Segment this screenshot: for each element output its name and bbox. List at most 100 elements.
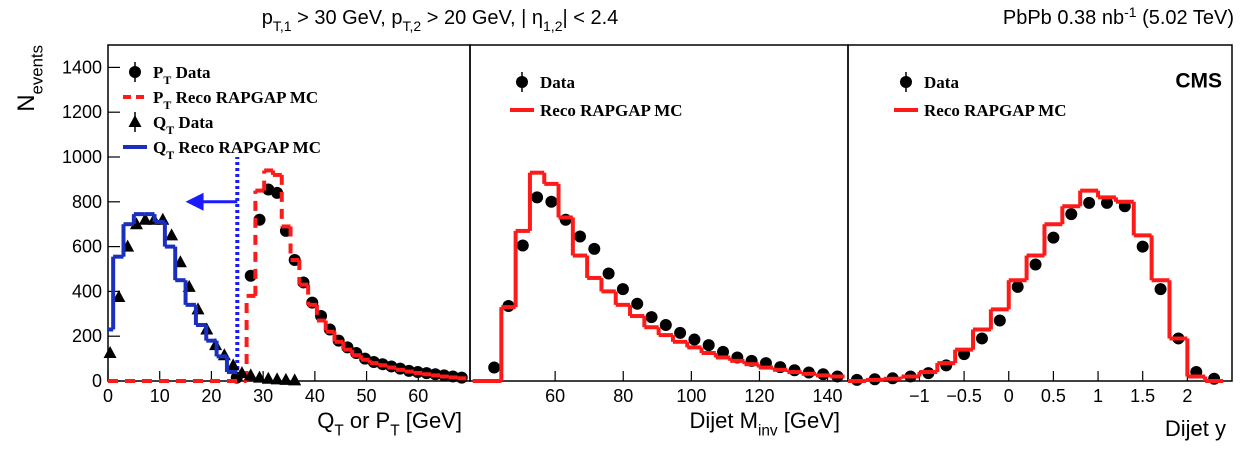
legend-marker: [128, 115, 142, 127]
data-point: [1100, 196, 1113, 209]
legend-label-part: Q: [153, 138, 166, 157]
legend-label: QT Data: [153, 113, 214, 137]
data-point: [1011, 280, 1024, 293]
legend-label-part: Reco RAPGAP MC: [174, 138, 321, 157]
x-tick-label: 10: [150, 386, 170, 406]
data-point: [631, 297, 644, 310]
x-axis-label: Dijet Minv [GeV]: [690, 408, 841, 440]
data-point: [165, 228, 179, 241]
x-tick-label: −1: [909, 386, 930, 406]
legend-marker: [129, 66, 141, 78]
y-axis-label-part: events: [27, 45, 46, 94]
panel-frame: [847, 44, 1233, 382]
legend-label-part: Reco RAPGAP MC: [540, 101, 683, 120]
x-tick-label: 140: [813, 386, 843, 406]
legend-label-part: P: [153, 63, 163, 82]
y-axis-label: Nevents: [13, 45, 46, 112]
x-tick-label: 1.5: [1130, 386, 1155, 406]
x-tick-label: 60: [408, 386, 428, 406]
lumi-label: PbPb 0.38 nb-1 (5.02 TeV): [1003, 4, 1234, 29]
x-axis-label: QT or PT [GeV]: [317, 408, 462, 440]
data-point: [138, 212, 152, 225]
x-axis-label-part: Dijet y: [1165, 416, 1226, 441]
y-tick-label: 200: [72, 326, 102, 346]
y-tick-label: 1200: [62, 102, 102, 122]
legend-label: Reco RAPGAP MC: [540, 101, 683, 120]
legend-label-part: Reco RAPGAP MC: [171, 88, 318, 107]
data-point: [103, 346, 117, 358]
data-point: [488, 361, 501, 374]
legend-label: PT Data: [153, 63, 211, 87]
chart-title-part: 1,2: [543, 18, 563, 34]
legend-label-part: Data: [540, 73, 575, 92]
x-tick-label: 30: [253, 386, 273, 406]
y-tick-label: 0: [92, 371, 102, 391]
data-point: [531, 191, 544, 204]
chart-title-part: p: [262, 7, 273, 29]
chart-title: pT,1 > 30 GeV, pT,2 > 20 GeV, | η1,2| < …: [262, 7, 619, 34]
legend-label-part: Data: [924, 73, 959, 92]
chart-title-part: > 30 GeV, p: [292, 7, 403, 29]
x-tick-label: 0: [1004, 386, 1014, 406]
y-axis-label-part: N: [13, 94, 40, 111]
y-tick-label: 1400: [62, 57, 102, 77]
x-axis-label-part: [GeV]: [400, 408, 462, 433]
data-point: [244, 368, 258, 381]
data-point: [270, 372, 284, 385]
x-tick-label: 80: [613, 386, 633, 406]
x-tick-label: 60: [545, 386, 565, 406]
data-point: [226, 358, 240, 371]
x-axis-label-part: T: [390, 423, 400, 440]
y-tick-label: 400: [72, 281, 102, 301]
data-point: [253, 370, 267, 383]
legend-label: Reco RAPGAP MC: [924, 101, 1067, 120]
data-point: [516, 239, 529, 252]
legend-marker: [900, 76, 912, 88]
lumi-label-part: (5.02 TeV): [1137, 7, 1234, 29]
data-point: [645, 311, 658, 324]
x-tick-label: 40: [305, 386, 325, 406]
x-axis-label-part: or P: [344, 408, 390, 433]
chart-title-part: T,2: [403, 18, 422, 34]
legend-label-part: Q: [153, 113, 166, 132]
data-point: [112, 290, 126, 302]
legend-marker: [516, 76, 528, 88]
x-tick-label: 100: [676, 386, 706, 406]
data-point: [1136, 240, 1149, 253]
lumi-label-part: -1: [1124, 4, 1137, 20]
data-point: [545, 195, 558, 208]
x-axis-label: Dijet y: [1165, 416, 1226, 441]
x-tick-label: 0: [103, 386, 113, 406]
data-point: [1154, 283, 1167, 296]
data-point: [261, 371, 275, 384]
data-point: [993, 314, 1006, 327]
legend-label: Data: [540, 73, 575, 92]
x-tick-label: 1: [1093, 386, 1103, 406]
data-point: [702, 339, 715, 352]
legend-label: QT Reco RAPGAP MC: [153, 138, 321, 162]
legend-label-part: T: [163, 73, 171, 87]
chart-title-part: T,1: [273, 18, 292, 34]
y-tick-label: 1000: [62, 147, 102, 167]
lumi-label-part: PbPb 0.38 nb: [1003, 7, 1124, 29]
x-axis-label-part: Q: [317, 408, 334, 433]
data-point: [975, 332, 988, 345]
legend-label-part: Data: [174, 113, 214, 132]
data-point: [1083, 196, 1096, 209]
y-tick-label: 800: [72, 192, 102, 212]
x-tick-label: 0.5: [1041, 386, 1066, 406]
legend-label-part: T: [166, 148, 174, 162]
x-tick-label: 20: [201, 386, 221, 406]
data-point: [616, 283, 629, 296]
data-point: [588, 242, 601, 255]
data-point: [235, 366, 249, 379]
experiment-label: CMS: [1175, 70, 1222, 93]
x-tick-label: 50: [357, 386, 377, 406]
data-point: [602, 267, 615, 280]
data-point: [1047, 231, 1060, 244]
legend-label-part: P: [153, 88, 163, 107]
x-tick-label: −0.5: [946, 386, 982, 406]
x-axis-label-part: Dijet M: [690, 408, 758, 433]
chart-title-part: | < 2.4: [562, 7, 618, 29]
